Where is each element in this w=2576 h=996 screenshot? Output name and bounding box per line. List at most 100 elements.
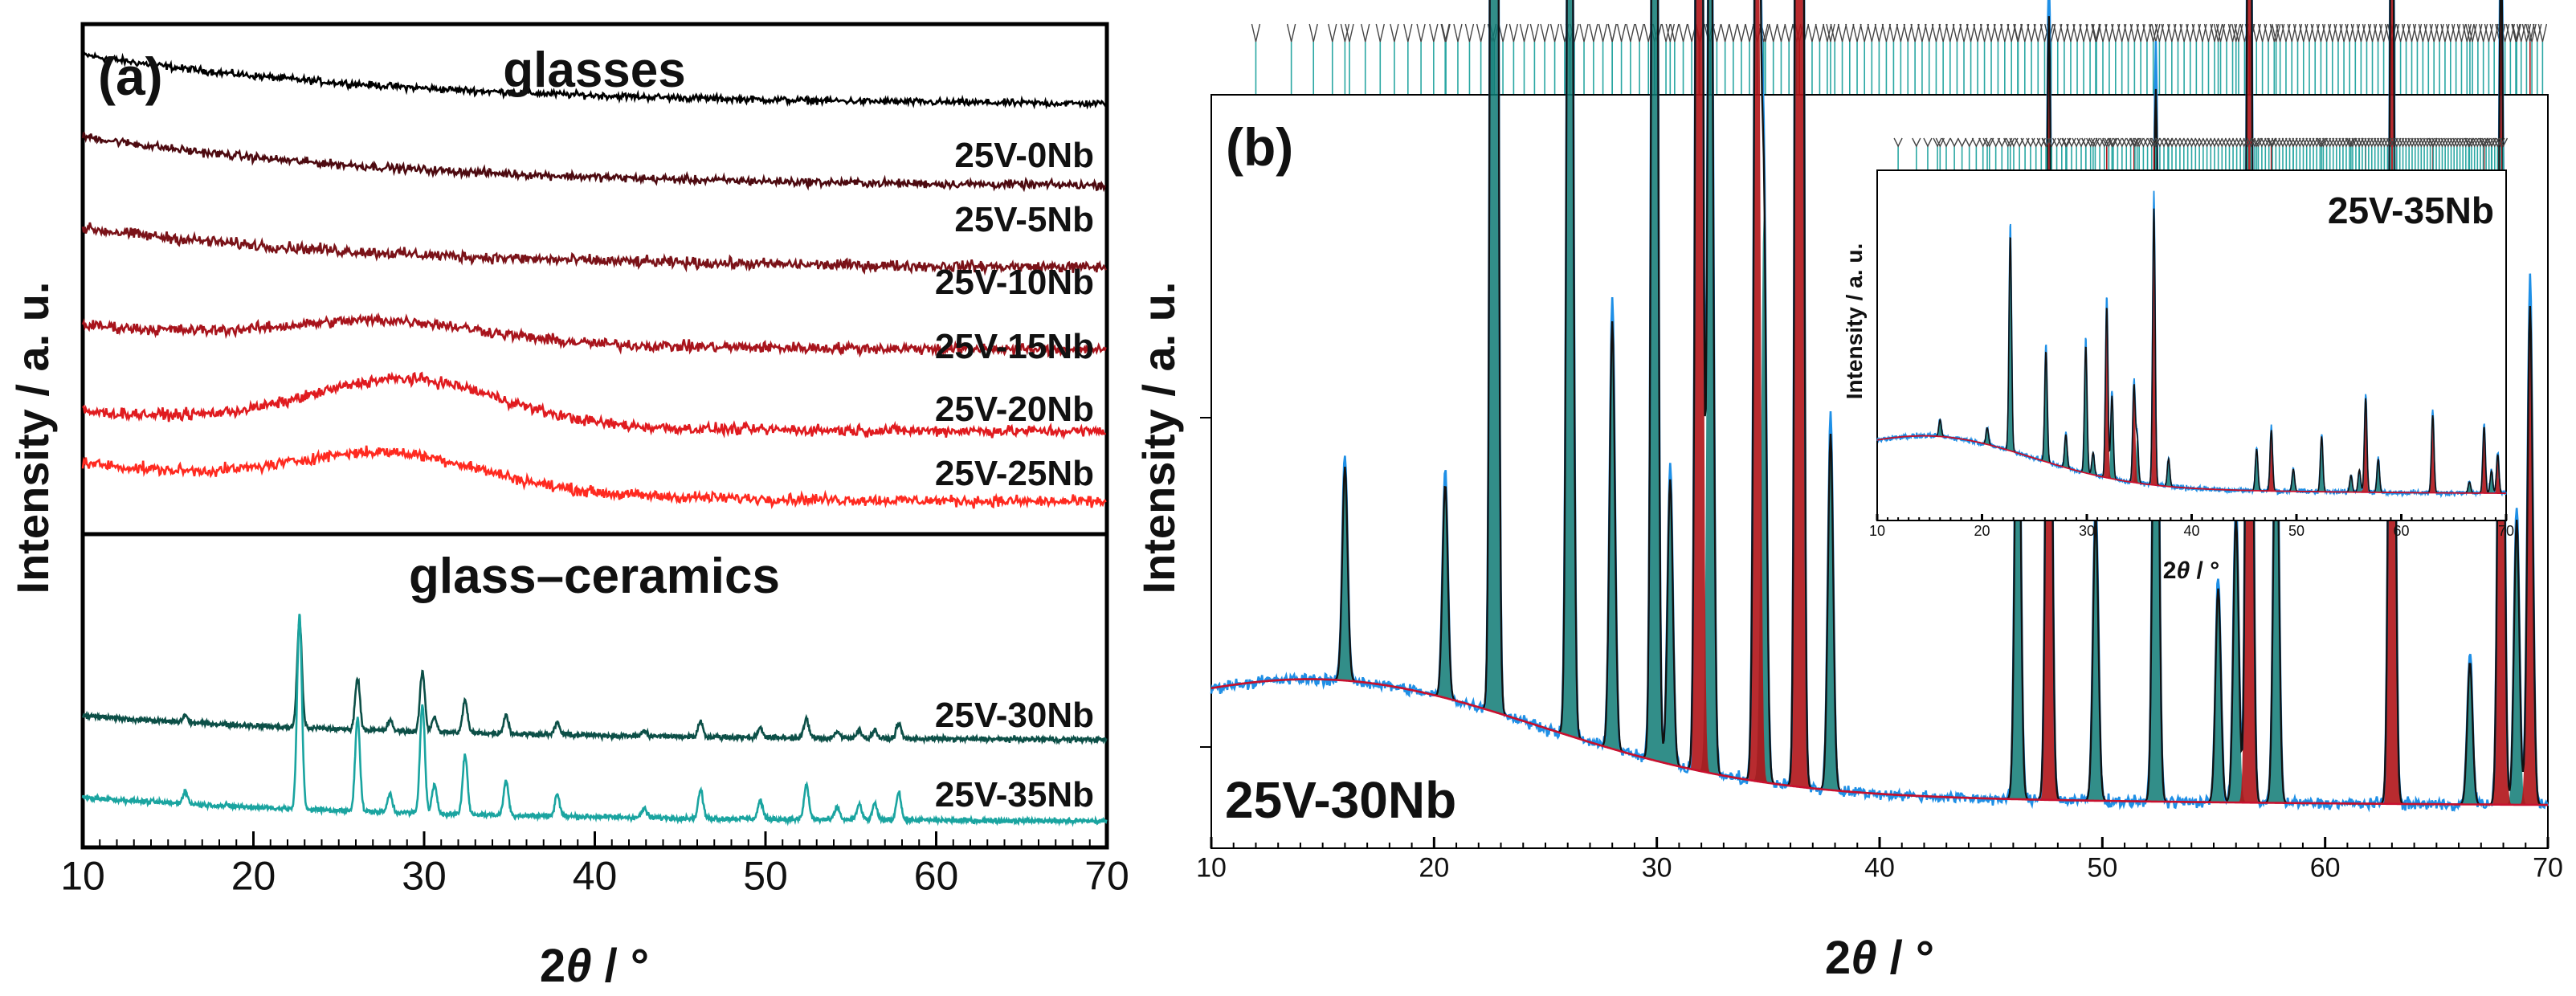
inset-reflection-marker <box>2351 137 2361 148</box>
inset-reflection-marker <box>2284 137 2295 148</box>
pattern-line-25V-30Nb <box>81 621 1108 745</box>
panel-a-series-label: 25V-20Nb <box>935 390 1094 429</box>
panel-b-reflection-marker <box>2111 23 2121 43</box>
panel-b-reflection-marker <box>2066 23 2076 43</box>
inset-reflection-marker <box>2318 137 2329 148</box>
inset-reflection-marker <box>1933 137 1942 148</box>
inset-reflection-marker <box>2179 137 2189 148</box>
inset-x-tick-label: 50 <box>2288 523 2305 539</box>
panel-b-reflection-marker <box>1874 23 1884 43</box>
panel-b-reflection-marker <box>1328 23 1337 43</box>
inset-reflection-marker <box>2398 137 2408 148</box>
panel-b-reflection-marker <box>2465 23 2475 43</box>
inset-reflection-marker <box>2086 137 2096 148</box>
inset-reflection-marker <box>2100 137 2109 148</box>
inset-reflection-marker <box>2190 137 2200 148</box>
inset-reflection-marker <box>2345 137 2354 148</box>
panel-b-reflection-marker <box>2210 23 2219 43</box>
panel-b-reflection-marker <box>1361 23 1370 43</box>
panel-b-reflection-marker <box>1761 23 1770 43</box>
inset-reflection-marker <box>2228 137 2238 148</box>
pattern-line-25V-10Nb <box>81 222 1107 276</box>
inset-sample-label: 25V-35Nb <box>2328 190 2494 231</box>
panel-b-label: (b) <box>1226 117 1293 177</box>
inset-reflection-marker <box>2121 137 2131 148</box>
inset-reflection-marker <box>2076 137 2086 148</box>
inset-reflection-marker <box>2358 137 2367 148</box>
inset-reflection-marker <box>2423 137 2432 148</box>
inset-reflection-marker <box>2102 137 2112 148</box>
inset-reflection-marker <box>2235 137 2245 148</box>
panel-b-x-tick-label: 30 <box>1642 853 1672 884</box>
panel-b-reflection-marker <box>1938 23 1948 43</box>
panel-b-reflection-marker <box>2149 23 2158 43</box>
panel-b-reflection-marker <box>1776 23 1786 43</box>
panel-b-reflection-marker <box>1375 23 1385 43</box>
inset-reflection-marker <box>2171 137 2181 148</box>
panel-b-background-line <box>1210 678 2548 806</box>
inset-reflection-marker <box>2253 137 2264 148</box>
panel-b-reflection-marker <box>1579 23 1589 43</box>
panel-b-reflection-marker <box>2401 23 2411 43</box>
panel-b-reflection-marker <box>1712 23 1722 43</box>
panel-b-reflection-marker <box>2104 23 2114 43</box>
panel-b-reflection-marker <box>1453 23 1463 43</box>
inset-reflection-marker <box>2498 137 2509 148</box>
panel-a-label: (a) <box>98 47 163 106</box>
panel-b-reflection-marker <box>1837 23 1847 43</box>
inset-reflection-marker <box>1985 137 1994 148</box>
panel-a-x-axis-label: 2θ / ° <box>540 940 649 992</box>
panel-b-reflection-marker <box>2142 23 2152 43</box>
inset-reflection-marker <box>2130 137 2140 148</box>
panel-b-reflection-marker <box>2060 23 2069 43</box>
inset-reflection-marker <box>2221 137 2231 148</box>
inset-reflection-marker <box>2321 137 2332 148</box>
inset-reflection-marker <box>2382 137 2392 148</box>
inset-reflection-marker <box>2292 137 2301 148</box>
panel-b-reflection-marker <box>1498 23 1508 43</box>
panel-b-reflection-marker <box>1888 23 1899 43</box>
inset-reflection-marker <box>2288 137 2298 148</box>
inset-reflection-marker <box>2183 137 2193 148</box>
inset-reflection-marker <box>2104 137 2113 148</box>
inset-reflection-marker <box>1991 137 2001 148</box>
inset-reflection-marker <box>2133 137 2142 148</box>
panel-b-reflection-marker <box>2154 23 2165 43</box>
panel-b-reflection-marker <box>1589 23 1598 43</box>
panel-b-reflection-marker <box>2033 23 2043 43</box>
panel-a-x-tick-label: 30 <box>402 854 447 899</box>
panel-b-reflection-marker <box>2191 23 2202 43</box>
panel-b-reflection-marker <box>1286 23 1296 43</box>
panel-b-x-tick-label: 20 <box>1419 853 1449 884</box>
pattern-line-25V-20Nb <box>82 371 1106 440</box>
inset-reflection-marker <box>2278 137 2288 148</box>
panel-b-x-tick-label: 10 <box>1196 853 1227 884</box>
panel-b-reflection-marker <box>2271 23 2281 43</box>
inset-reflection-marker <box>2370 137 2380 148</box>
panel-a-x-tick-label: 50 <box>743 854 788 899</box>
panel-b-reflection-marker <box>1308 23 1318 43</box>
inset-reflection-marker <box>2338 137 2348 148</box>
inset-reflection-marker <box>2373 137 2383 148</box>
panel-b-reflection-marker <box>2129 23 2140 43</box>
panel-b-reflection-marker <box>1429 23 1439 43</box>
panel-b-reflection-marker <box>2222 23 2231 43</box>
panel-a-series-label: 25V-0Nb <box>954 136 1094 175</box>
panel-b-plot <box>1210 0 2549 813</box>
panel-b-reflection-marker <box>1390 23 1399 43</box>
panel-b-reflection-marker <box>2085 23 2095 43</box>
panel-b-sample-label: 25V-30Nb <box>1225 771 1456 829</box>
panel-b-reflection-marker <box>2136 23 2145 43</box>
inset-reflection-marker <box>1982 137 1992 148</box>
panel-b-x-tick-label: 50 <box>2087 853 2117 884</box>
panel-b-reflection-marker <box>1973 23 1982 43</box>
inset-reflection-marker <box>2413 137 2423 148</box>
panel-b-reflection-marker <box>1860 23 1869 43</box>
panel-a-glasses-title: glasses <box>503 43 686 98</box>
inset-reflection-marker <box>2109 137 2118 148</box>
inset-reflection-marker <box>2281 137 2291 148</box>
inset-reflection-marker <box>2142 137 2153 148</box>
panel-b-reflection-marker <box>1986 23 1996 43</box>
inset-reflection-marker <box>2167 137 2177 148</box>
